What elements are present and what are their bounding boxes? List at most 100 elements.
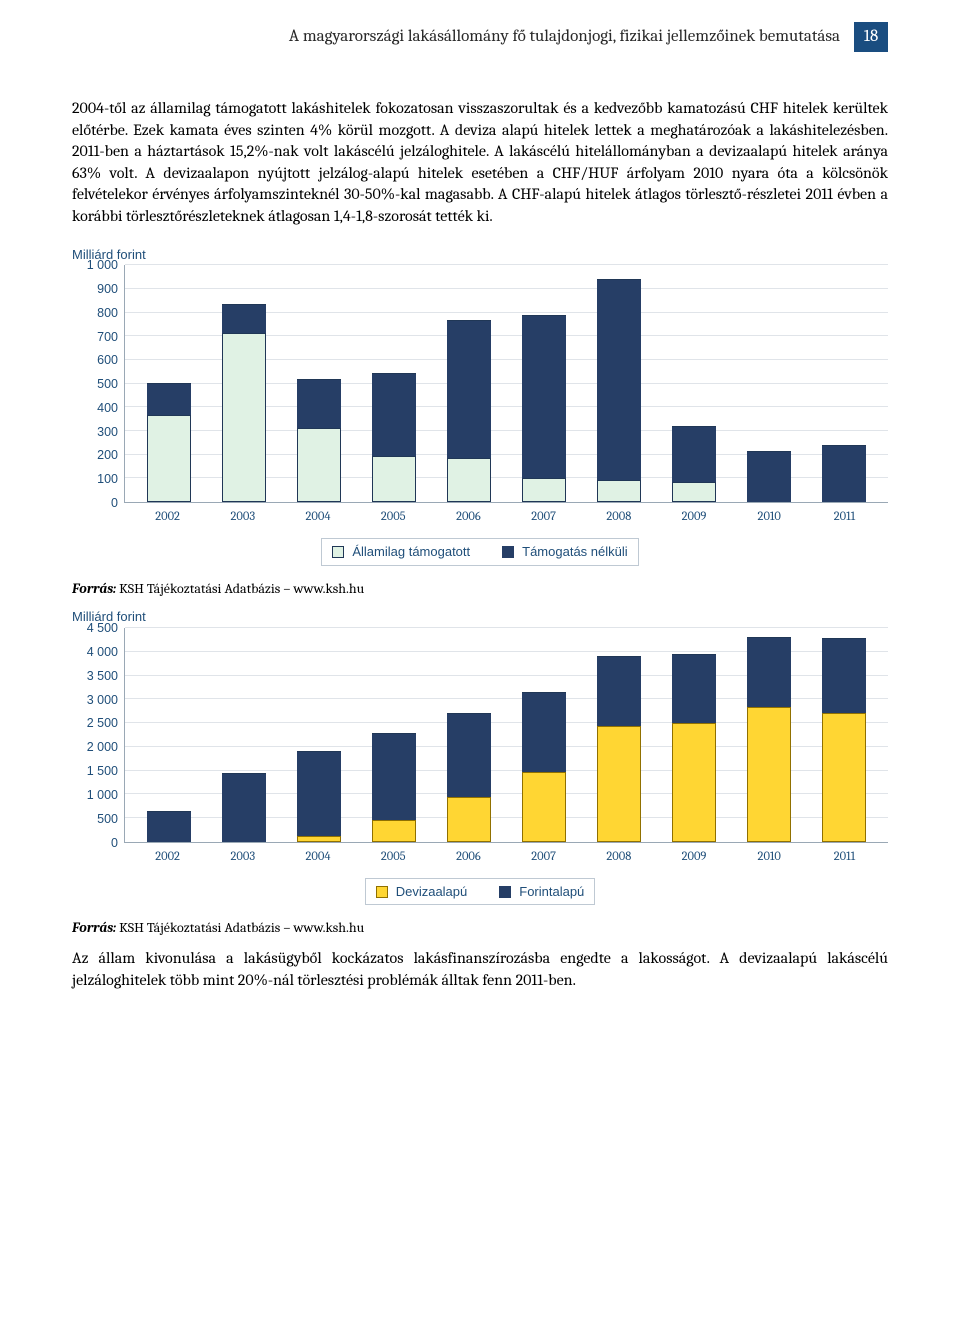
bar-segment-a [822, 713, 866, 842]
bar-segment-b [522, 693, 566, 772]
source2-text: KSH Tájékoztatási Adatbázis – www.ksh.hu [116, 919, 364, 936]
x-label: 2002 [130, 849, 205, 866]
bar-segment-a [447, 797, 491, 842]
chart1-plot-area: 01002003004005006007008009001 000 [72, 265, 888, 503]
bar-group [657, 628, 732, 842]
bar-segment-b [822, 446, 866, 502]
bar-segment-b [372, 734, 416, 819]
bar-group [732, 628, 807, 842]
bar-segment-a [747, 707, 791, 842]
chart2-legend: Devizaalapú Forintalapú [365, 878, 596, 906]
bar-segment-a [447, 458, 491, 502]
x-label: 2010 [732, 849, 807, 866]
bar-segment-b [447, 321, 491, 458]
bar-segment-a [297, 428, 341, 502]
chart1-legend-item-a: Államilag támogatott [332, 543, 470, 561]
bar-segment-b [147, 812, 191, 842]
bar-segment-b [147, 384, 191, 415]
chart2-legend-label-b: Forintalapú [519, 883, 584, 901]
bar [372, 733, 416, 841]
bar-segment-a [522, 478, 566, 502]
bar [747, 637, 791, 842]
bar-segment-b [522, 316, 566, 478]
x-label: 2006 [431, 509, 506, 526]
bar-segment-a [372, 456, 416, 502]
chart1-x-axis: 2002200320042005200620072008200920102011 [124, 503, 888, 526]
bar-group [131, 628, 206, 842]
bar-group [431, 265, 506, 502]
bar-segment-b [597, 280, 641, 480]
chart2-y-axis: 05001 0001 5002 0002 5003 0003 5004 0004… [72, 628, 124, 843]
bar-group [582, 265, 657, 502]
bar-segment-a [597, 726, 641, 842]
bar-segment-a [522, 772, 566, 842]
x-label: 2003 [205, 509, 280, 526]
source-line-2: Forrás: KSH Tájékoztatási Adatbázis – ww… [72, 919, 888, 938]
chart1-legend-item-b: Támogatás nélküli [502, 543, 628, 561]
page-header: A magyarországi lakásállomány fő tulajdo… [72, 22, 888, 52]
bar-group [206, 628, 281, 842]
chart1-legend-label-b: Támogatás nélküli [522, 543, 628, 561]
body-paragraph: 2004-től az államilag támogatott lakáshi… [72, 98, 888, 228]
bar-group [732, 265, 807, 502]
chart1-legend-label-a: Államilag támogatott [352, 543, 470, 561]
x-label: 2006 [431, 849, 506, 866]
x-label: 2005 [356, 509, 431, 526]
bar-group [506, 265, 581, 502]
chart-2: Milliárd forint 05001 0001 5002 0002 500… [72, 608, 888, 905]
bar-segment-b [447, 714, 491, 797]
bar [822, 445, 866, 502]
bar-group [807, 265, 882, 502]
bar [222, 773, 266, 842]
chart2-ylabel: Milliárd forint [72, 608, 888, 626]
x-label: 2005 [356, 849, 431, 866]
x-label: 2009 [656, 849, 731, 866]
bar-segment-a [222, 333, 266, 502]
x-label: 2002 [130, 509, 205, 526]
chart2-legend-label-a: Devizaalapú [396, 883, 468, 901]
bar-segment-b [372, 374, 416, 456]
bar-segment-b [297, 752, 341, 836]
bar-segment-b [747, 452, 791, 502]
bar-group [807, 628, 882, 842]
x-label: 2003 [205, 849, 280, 866]
chart2-plot-area: 05001 0001 5002 0002 5003 0003 5004 0004… [72, 628, 888, 843]
x-label: 2009 [656, 509, 731, 526]
chart2-legend-item-a: Devizaalapú [376, 883, 468, 901]
bar-group [206, 265, 281, 502]
bar [447, 320, 491, 502]
bar-segment-b [822, 639, 866, 713]
bar [372, 373, 416, 503]
bar [522, 315, 566, 502]
bar-group [506, 628, 581, 842]
bar [147, 811, 191, 842]
chart1-plot [124, 265, 888, 503]
bar [147, 383, 191, 502]
bar [597, 279, 641, 503]
chart2-x-axis: 2002200320042005200620072008200920102011 [124, 843, 888, 866]
bar-segment-b [747, 638, 791, 707]
chart2-plot [124, 628, 888, 843]
source1-prefix: Forrás: [72, 580, 116, 597]
x-label: 2007 [506, 509, 581, 526]
bar [222, 304, 266, 503]
bar [597, 656, 641, 842]
bar-segment-a [297, 836, 341, 842]
chart2-legend-item-b: Forintalapú [499, 883, 584, 901]
bar-group [131, 265, 206, 502]
bar [297, 379, 341, 503]
bar [822, 638, 866, 842]
x-label: 2007 [506, 849, 581, 866]
bar-group [356, 265, 431, 502]
bar-group [281, 628, 356, 842]
bar [672, 426, 716, 502]
source-line-1: Forrás: KSH Tájékoztatási Adatbázis – ww… [72, 580, 888, 599]
bar-group [281, 265, 356, 502]
bar-group [657, 265, 732, 502]
chart1-swatch-a [332, 546, 344, 558]
chart2-swatch-a [376, 886, 388, 898]
x-label: 2011 [807, 509, 882, 526]
bar-segment-a [597, 480, 641, 503]
bar [447, 713, 491, 842]
source1-text: KSH Tájékoztatási Adatbázis – www.ksh.hu [116, 580, 364, 597]
